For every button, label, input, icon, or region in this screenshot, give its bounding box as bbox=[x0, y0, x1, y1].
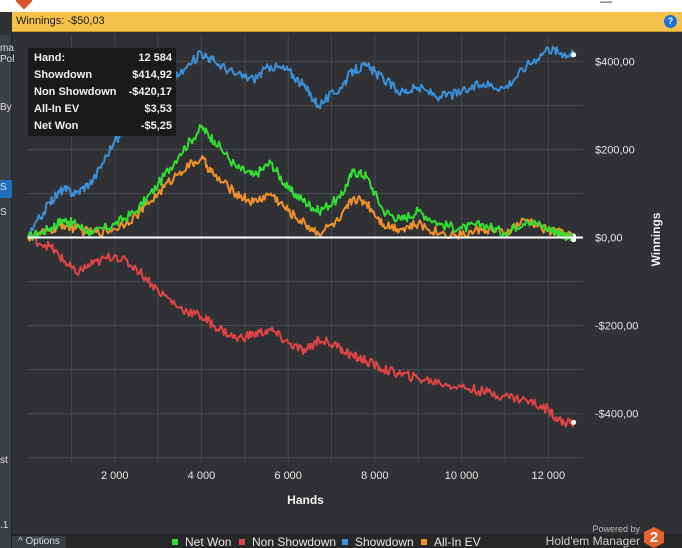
stat-row-showdown: Showdown $414,92 bbox=[34, 67, 172, 84]
background-text-fragment: By bbox=[0, 102, 12, 113]
chart-series bbox=[27, 45, 577, 428]
stats-summary-box: Hand: 12 584 Showdown $414,92 Non Showdo… bbox=[28, 48, 176, 136]
winnings-total-label: Winnings: -$50,03 bbox=[16, 15, 105, 27]
legend-swatch-all-in-ev bbox=[421, 539, 427, 545]
y-tick-label: -$200,00 bbox=[595, 321, 638, 333]
series-end-marker bbox=[571, 419, 577, 425]
x-axis-title: Hands bbox=[287, 493, 324, 507]
y-tick-label: $400,00 bbox=[595, 56, 635, 68]
legend-showdown[interactable]: Showdown bbox=[355, 535, 414, 548]
x-tick-label: 10 000 bbox=[445, 470, 479, 482]
stat-row-all-in-ev: All-In EV $3,53 bbox=[34, 101, 172, 118]
x-tick-label: 8 000 bbox=[361, 470, 389, 482]
background-text-fragment: .1 bbox=[0, 520, 9, 531]
x-tick-label: 12 000 bbox=[531, 470, 565, 482]
y-tick-label: -$400,00 bbox=[595, 409, 638, 421]
powered-by-text: Powered by bbox=[592, 524, 640, 534]
x-tick-label: 2 000 bbox=[101, 470, 129, 482]
y-axis-title: Winnings bbox=[649, 212, 663, 266]
brand-block: Powered by Hold'em Manager bbox=[546, 524, 640, 548]
stat-value: -$5,25 bbox=[140, 120, 172, 132]
y-axis-ticks: $400,00 $200,00 $0,00 -$200,00 -$400,00 bbox=[595, 56, 638, 420]
stat-row-net-won: Net Won -$5,25 bbox=[34, 118, 172, 135]
stat-value: 12 584 bbox=[138, 52, 172, 64]
background-panel bbox=[0, 180, 12, 198]
stat-label: Net Won bbox=[34, 120, 79, 132]
stat-label: Non Showdown bbox=[34, 86, 117, 98]
stat-row-hands: Hand: 12 584 bbox=[34, 50, 172, 67]
y-tick-label: $200,00 bbox=[595, 144, 635, 156]
series-line-all-in-ev bbox=[27, 154, 575, 242]
options-tab[interactable]: ^ Options bbox=[12, 536, 66, 548]
minimize-icon[interactable]: — bbox=[600, 0, 612, 8]
help-icon[interactable]: ? bbox=[664, 15, 677, 28]
background-text-fragment: ma bbox=[0, 43, 14, 54]
background-window-edge: ma Pol By S S st .1 bbox=[0, 35, 15, 548]
legend-net-won[interactable]: Net Won bbox=[185, 535, 232, 548]
background-text-fragment: Pol bbox=[0, 54, 15, 65]
x-tick-label: 6 000 bbox=[274, 470, 302, 482]
stat-value: -$420,17 bbox=[128, 86, 172, 98]
background-text-fragment: S bbox=[0, 182, 7, 193]
stat-label: All-In EV bbox=[34, 103, 80, 115]
stat-value: $414,92 bbox=[132, 69, 172, 81]
legend-non-showdown[interactable]: Non Showdown bbox=[252, 535, 337, 548]
window-titlebar: — bbox=[0, 0, 682, 12]
series-line-non-showdown bbox=[27, 235, 575, 428]
stat-value: $3,53 bbox=[144, 103, 172, 115]
background-text-fragment: st bbox=[0, 455, 8, 466]
x-tick-label: 4 000 bbox=[188, 470, 216, 482]
stat-label: Hand: bbox=[34, 52, 66, 64]
y-tick-label: $0,00 bbox=[595, 232, 623, 244]
hem2-logo-icon: 2 bbox=[644, 527, 664, 548]
series-line-showdown bbox=[27, 45, 575, 239]
legend-swatch-showdown bbox=[342, 539, 348, 545]
brand-name: Hold'em Manager bbox=[545, 534, 640, 548]
stat-label: Showdown bbox=[34, 69, 93, 81]
stat-row-non-showdown: Non Showdown -$420,17 bbox=[34, 84, 172, 101]
legend-all-in-ev[interactable]: All-In EV bbox=[434, 535, 481, 548]
legend-swatch-net-won bbox=[172, 539, 178, 545]
winnings-header: Winnings: -$50,03 ? bbox=[12, 12, 682, 32]
series-line-net-won bbox=[27, 123, 574, 242]
x-axis-ticks: 2 000 4 000 6 000 8 000 10 000 12 000 bbox=[101, 470, 565, 482]
legend-swatch-non-showdown bbox=[239, 539, 245, 545]
series-end-marker bbox=[571, 52, 577, 58]
background-text-fragment: S bbox=[0, 207, 7, 218]
